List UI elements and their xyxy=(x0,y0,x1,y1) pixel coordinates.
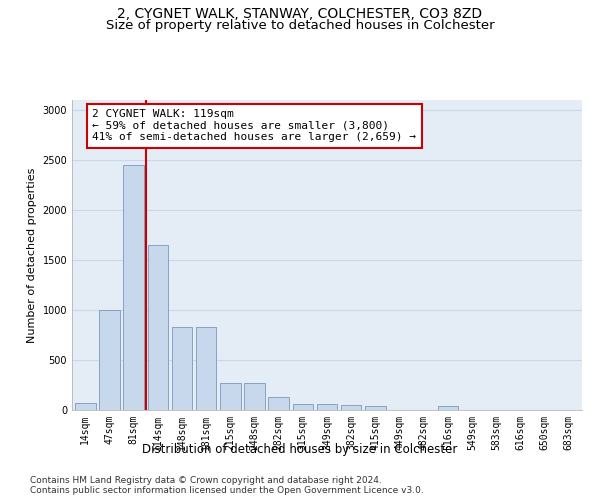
Bar xyxy=(244,383,265,410)
Bar xyxy=(317,404,337,410)
Text: 2 CYGNET WALK: 119sqm
← 59% of detached houses are smaller (3,800)
41% of semi-d: 2 CYGNET WALK: 119sqm ← 59% of detached … xyxy=(92,110,416,142)
Bar xyxy=(341,404,361,410)
Bar xyxy=(437,406,458,410)
Bar xyxy=(172,327,192,410)
Bar xyxy=(196,327,217,410)
Bar xyxy=(99,310,120,410)
Bar xyxy=(293,404,313,410)
Text: 2, CYGNET WALK, STANWAY, COLCHESTER, CO3 8ZD: 2, CYGNET WALK, STANWAY, COLCHESTER, CO3… xyxy=(118,8,482,22)
Text: Size of property relative to detached houses in Colchester: Size of property relative to detached ho… xyxy=(106,19,494,32)
Bar xyxy=(124,165,144,410)
Bar xyxy=(365,406,386,410)
Bar xyxy=(148,245,168,410)
Bar xyxy=(75,402,95,410)
Bar xyxy=(220,383,241,410)
Text: Distribution of detached houses by size in Colchester: Distribution of detached houses by size … xyxy=(142,442,458,456)
Text: Contains HM Land Registry data © Crown copyright and database right 2024.
Contai: Contains HM Land Registry data © Crown c… xyxy=(30,476,424,495)
Bar xyxy=(268,397,289,410)
Y-axis label: Number of detached properties: Number of detached properties xyxy=(27,168,37,342)
